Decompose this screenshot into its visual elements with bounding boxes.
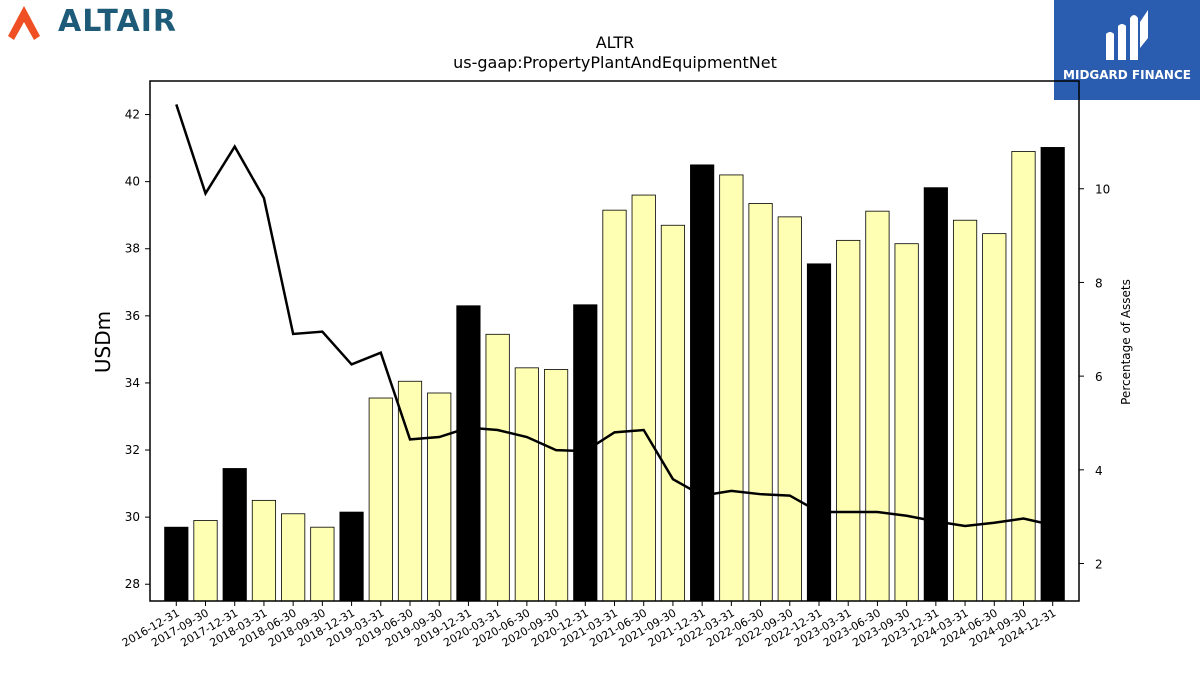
bar — [543, 369, 569, 602]
bar — [281, 513, 306, 602]
bar — [339, 511, 364, 602]
bar — [193, 520, 218, 602]
y2-tick-label: 2 — [1095, 558, 1103, 572]
y-axis: 28 30 32 34 36 38 40 42 — [125, 108, 150, 591]
y-tick-label: 28 — [125, 577, 140, 591]
pct-assets-line — [175, 104, 1053, 528]
bar — [982, 233, 1007, 602]
bar — [777, 216, 802, 602]
bar — [894, 243, 919, 602]
bar — [719, 174, 744, 602]
chart-title: ALTR — [596, 33, 635, 52]
midgard-wordmark: MIDGARD FINANCE — [1063, 68, 1191, 82]
bar — [1040, 147, 1065, 602]
bar — [368, 397, 393, 602]
bar — [222, 468, 247, 602]
altair-logo: ALTAIR — [4, 2, 204, 46]
y-tick-label: 40 — [125, 175, 140, 189]
y-tick-label: 42 — [125, 108, 140, 122]
bar — [251, 499, 277, 602]
bar-series — [164, 147, 1065, 602]
y-tick-label: 34 — [125, 376, 140, 390]
line-series — [175, 104, 1053, 528]
midgard-logo-icon — [1106, 10, 1148, 60]
y2-tick-label: 10 — [1095, 183, 1110, 197]
bar — [164, 526, 189, 602]
altair-logo-icon — [8, 6, 40, 40]
x-axis: 2016-12-312017-09-302017-12-312018-03-31… — [120, 601, 1058, 650]
altair-wordmark: ALTAIR — [58, 4, 177, 39]
bar — [514, 367, 539, 602]
bar — [836, 239, 861, 602]
y2-tick-label: 4 — [1095, 464, 1103, 478]
y2-tick-label: 8 — [1095, 276, 1103, 290]
bar — [602, 209, 627, 602]
bar — [456, 305, 481, 602]
y-tick-label: 36 — [125, 309, 140, 323]
bar — [485, 333, 510, 602]
bar — [923, 187, 948, 602]
bar — [748, 203, 773, 602]
bar — [660, 224, 686, 602]
y-axis-label: USDm — [91, 311, 115, 373]
bar — [806, 263, 832, 602]
bar — [690, 164, 715, 602]
bar — [952, 219, 978, 602]
y2-tick-label: 6 — [1095, 370, 1103, 384]
bar — [865, 210, 890, 602]
bar — [573, 304, 598, 602]
bar — [631, 194, 656, 602]
y-tick-label: 38 — [125, 242, 140, 256]
bar — [1011, 151, 1036, 602]
y2-axis: 2 4 6 8 10 — [1079, 183, 1110, 572]
bar — [427, 392, 452, 602]
y-tick-label: 32 — [125, 443, 140, 457]
bar — [310, 526, 335, 602]
y2-axis-label: Percentage of Assets — [1119, 279, 1133, 405]
chart-subtitle: us-gaap:PropertyPlantAndEquipmentNet — [453, 53, 777, 72]
y-tick-label: 30 — [125, 510, 140, 524]
